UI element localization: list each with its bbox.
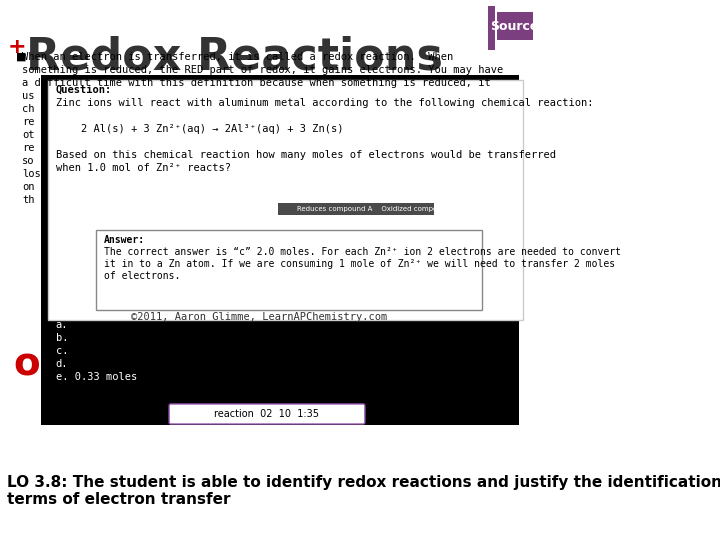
Text: a.: a. (55, 320, 68, 330)
Text: ■: ■ (17, 52, 27, 62)
Text: LO 3.8: The student is able to identify redox reactions and justify the identifi: LO 3.8: The student is able to identify … (7, 475, 720, 508)
Text: Reduces compound A    Oxidized compound B: Reduces compound A Oxidized compound B (297, 206, 457, 212)
Text: ch: ch (22, 104, 35, 114)
Text: Answer:: Answer: (104, 235, 145, 245)
Text: it in to a Zn atom. If we are consuming 1 mole of Zn²⁺ we will need to transfer : it in to a Zn atom. If we are consuming … (104, 259, 615, 269)
Text: ©2011, Aaron Glimme, LearnAPChemistry.com: ©2011, Aaron Glimme, LearnAPChemistry.co… (132, 312, 387, 322)
Text: re: re (22, 143, 35, 153)
Text: a difficult time with this definition because when something is reduced, it: a difficult time with this definition be… (22, 78, 491, 88)
FancyBboxPatch shape (169, 404, 365, 424)
Text: on: on (22, 182, 35, 192)
Text: The correct answer is “c” 2.0 moles. For each Zn²⁺ ion 2 electrons are needed to: The correct answer is “c” 2.0 moles. For… (104, 247, 621, 257)
Text: Source: Source (490, 19, 539, 32)
FancyBboxPatch shape (278, 203, 434, 215)
Text: Redox Reactions: Redox Reactions (26, 35, 443, 78)
Text: +: + (7, 37, 26, 57)
Text: when 1.0 mol of Zn²⁺ reacts?: when 1.0 mol of Zn²⁺ reacts? (55, 163, 230, 173)
Text: b.: b. (55, 333, 68, 343)
Text: of electrons.: of electrons. (104, 271, 180, 281)
Text: Zinc ions will react with aluminum metal according to the following chemical rea: Zinc ions will react with aluminum metal… (55, 98, 593, 108)
Text: Based on this chemical reaction how many moles of electrons would be transferred: Based on this chemical reaction how many… (55, 150, 556, 160)
Text: e. 0.33 moles: e. 0.33 moles (55, 372, 137, 382)
Text: so: so (22, 156, 35, 166)
Text: o: o (14, 345, 40, 383)
Text: us: us (22, 91, 35, 101)
FancyBboxPatch shape (488, 6, 495, 50)
Text: re: re (22, 117, 35, 127)
Text: When an electron is transferred, it is called a redox reaction.  When: When an electron is transferred, it is c… (22, 52, 454, 62)
Text: th: th (22, 195, 35, 205)
Text: los: los (22, 169, 41, 179)
Text: 2 Al(s) + 3 Zn²⁺(aq) → 2Al³⁺(aq) + 3 Zn(s): 2 Al(s) + 3 Zn²⁺(aq) → 2Al³⁺(aq) + 3 Zn(… (55, 124, 343, 134)
FancyBboxPatch shape (96, 230, 482, 310)
Text: ot: ot (22, 130, 35, 140)
FancyBboxPatch shape (48, 80, 523, 320)
Text: d.: d. (55, 359, 68, 369)
Text: Question:: Question: (55, 85, 112, 95)
Text: c.: c. (55, 346, 68, 356)
FancyBboxPatch shape (41, 75, 519, 425)
FancyBboxPatch shape (497, 12, 533, 40)
Text: something is reduced, the RED part of redox, it gains electrons. You may have: something is reduced, the RED part of re… (22, 65, 503, 75)
Text: reaction  02  10  1:35: reaction 02 10 1:35 (215, 409, 320, 419)
